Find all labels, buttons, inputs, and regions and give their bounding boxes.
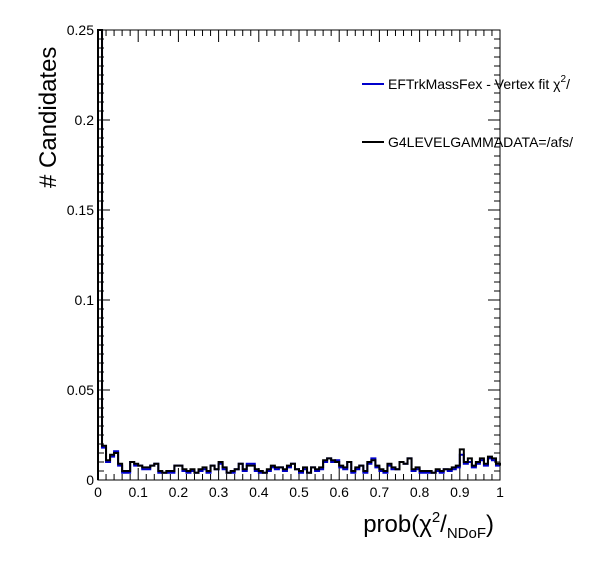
legend-entry-g4level: G4LEVELGAMMADATA=/afs/ <box>388 134 573 150</box>
series-line-1 <box>97 29 501 480</box>
legend: EFTrkMassFex - Vertex fit χ2/ G4LEVELGAM… <box>362 74 573 150</box>
legend-entry-vertex-fit-sup: 2 <box>561 74 567 85</box>
x-axis-title-close: ) <box>486 511 494 538</box>
plot-frame <box>97 29 501 481</box>
series-line-0 <box>97 29 500 480</box>
x-tick-label: 1 <box>496 484 504 500</box>
y-tick-label: 0.15 <box>67 202 94 218</box>
x-axis-title-sup: 2 <box>432 509 440 526</box>
y-tick-label: 0.05 <box>67 382 94 398</box>
y-axis-title: # Candidates <box>35 47 62 188</box>
x-tick-label: 0.5 <box>289 484 309 500</box>
axis-ticks <box>97 29 501 481</box>
series-layer <box>97 29 501 480</box>
x-tick-label: 0.1 <box>128 484 148 500</box>
y-tick-labels: 0 0.05 0.1 0.15 0.2 0.25 <box>67 22 94 488</box>
y-tick-label: 0.25 <box>67 22 94 38</box>
y-tick-label: 0.2 <box>75 112 95 128</box>
x-tick-labels: 0 0.1 0.2 0.3 0.4 0.5 0.6 0.7 0.8 0.9 1 <box>94 484 504 500</box>
x-tick-label: 0.4 <box>249 484 269 500</box>
y-tick-label: 0 <box>86 472 94 488</box>
legend-entry-vertex-fit-tail: / <box>566 76 570 92</box>
x-axis-title-slash: / <box>440 511 447 538</box>
x-tick-label: 0.9 <box>450 484 470 500</box>
x-tick-label: 0.6 <box>329 484 349 500</box>
legend-entry-vertex-fit: EFTrkMassFex - Vertex fit χ2/ <box>388 74 570 92</box>
x-tick-label: 0.3 <box>209 484 229 500</box>
x-axis-title: prob(χ2/NDoF) <box>363 509 494 542</box>
y-tick-label: 0.1 <box>75 292 95 308</box>
x-axis-title-main: prob(χ <box>363 511 432 538</box>
x-tick-label: 0.7 <box>370 484 390 500</box>
x-tick-label: 0.2 <box>169 484 189 500</box>
x-tick-label: 0.8 <box>410 484 430 500</box>
x-tick-label: 0 <box>94 484 102 500</box>
legend-entry-vertex-fit-main: EFTrkMassFex - Vertex fit χ <box>388 76 561 92</box>
x-axis-title-sub: NDoF <box>447 525 486 542</box>
